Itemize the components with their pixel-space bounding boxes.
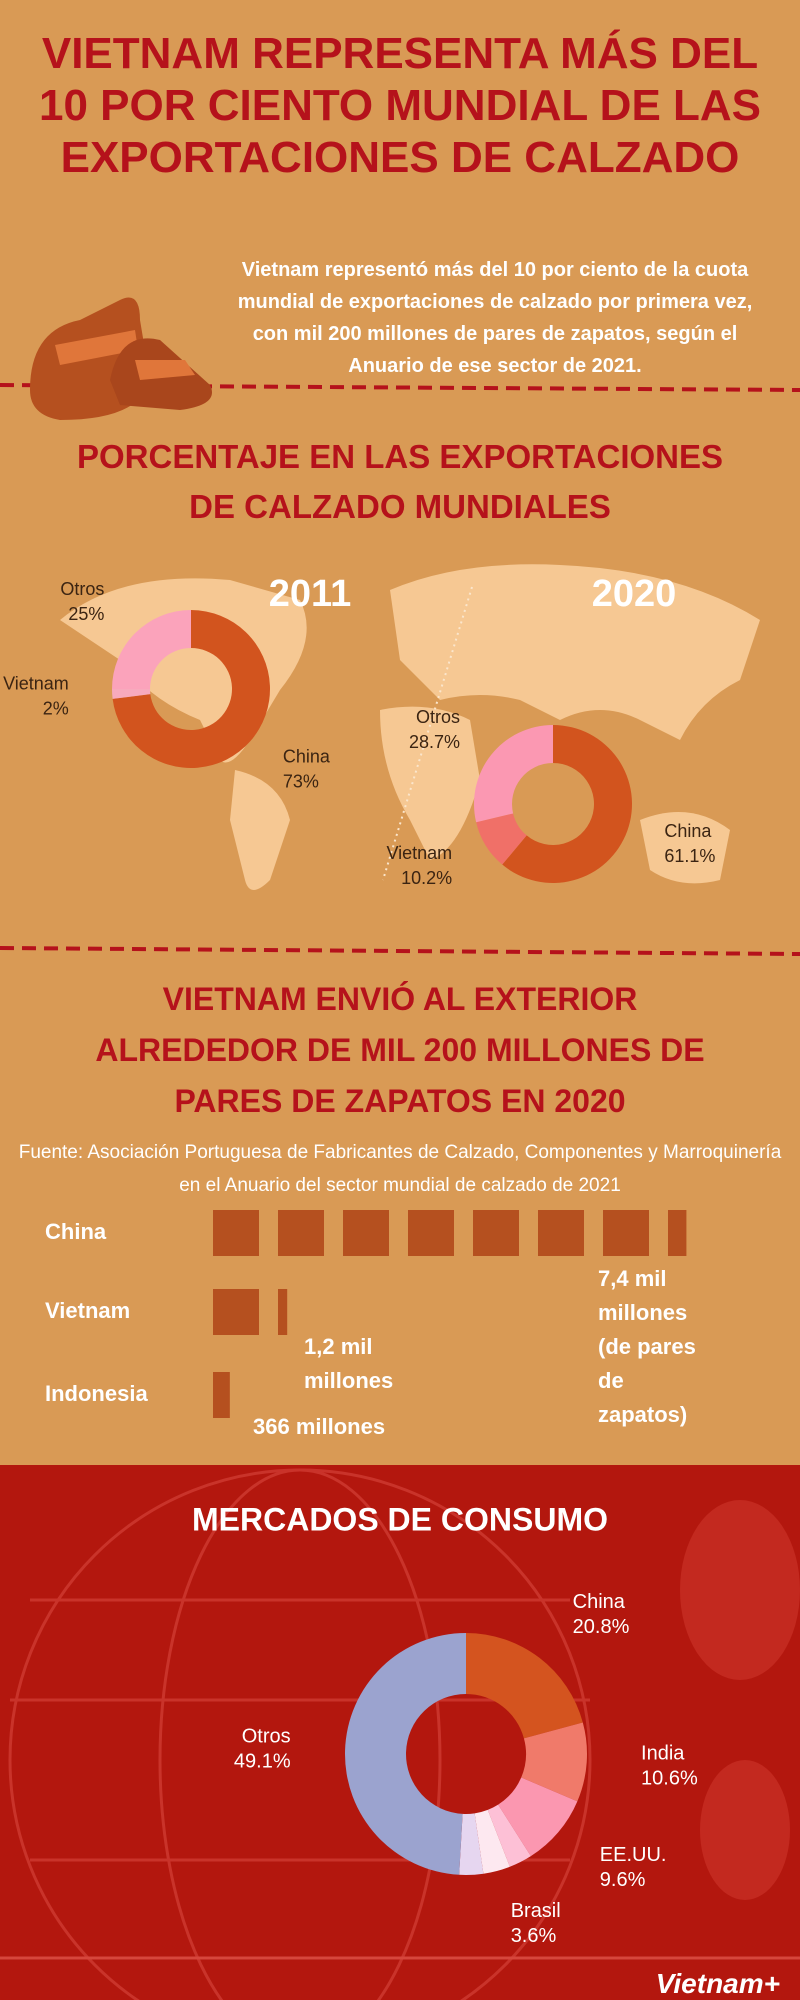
donut-slice — [459, 1813, 484, 1875]
unit-block — [213, 1210, 259, 1256]
unit-block — [668, 1210, 687, 1256]
slice-label: India — [641, 1742, 685, 1764]
unit-block — [603, 1210, 649, 1256]
unit-block — [278, 1289, 288, 1335]
pictograph-row — [213, 1372, 230, 1418]
unit-block — [213, 1289, 259, 1335]
slice-value: 2% — [43, 698, 69, 718]
slice-value: 25% — [68, 604, 104, 624]
category-label: China — [45, 1219, 107, 1244]
donut-slice — [344, 1633, 466, 1875]
unit-block — [538, 1210, 584, 1256]
donut-slice — [112, 689, 151, 699]
title: VIETNAM REPRESENTA MÁS DEL 10 POR CIENTO… — [38, 29, 762, 182]
slice-label: China — [283, 747, 331, 767]
globe-decoration — [8, 1468, 592, 2000]
footprint-decoration — [680, 1500, 800, 1900]
slice-label: EE.UU. — [600, 1844, 667, 1866]
chart-title: MERCADOS DE CONSUMO — [192, 1501, 608, 1537]
slice-label: China — [573, 1591, 626, 1613]
slice-label: Otros — [416, 707, 460, 727]
section-title: PORCENTAJE EN LAS EXPORTACIONES DE CALZA… — [76, 438, 724, 525]
brand: Vietnam+ — [655, 1968, 780, 1999]
shoe-illustration — [30, 297, 212, 420]
slice-label: Brasil — [511, 1900, 561, 1922]
donut-slice — [112, 610, 191, 689]
slice-value: 10.2% — [401, 868, 452, 888]
slice-label: Otros — [60, 579, 104, 599]
donut-slice — [476, 813, 527, 865]
unit-block — [213, 1372, 230, 1418]
donut-slice — [474, 1809, 510, 1874]
chart-title: 2020 — [592, 573, 677, 615]
donut-slice — [487, 1804, 531, 1867]
unit-block — [278, 1210, 324, 1256]
unit-block — [408, 1210, 454, 1256]
donut-slice — [521, 1722, 587, 1802]
slice-label: Otros — [242, 1725, 291, 1747]
category-label: Vietnam — [45, 1298, 130, 1323]
slice-label: Vietnam — [386, 843, 452, 863]
slice-value: 3.6% — [511, 1925, 557, 1947]
slice-label: Vietnam — [3, 673, 69, 693]
slice-value: 28.7% — [409, 732, 460, 752]
value-label: 366 millones — [253, 1414, 386, 1439]
donut-slice — [498, 1777, 578, 1857]
value-label: 7,4 mil millones (de pares de zapatos) — [598, 1266, 696, 1427]
slice-value: 9.6% — [600, 1869, 646, 1891]
slice-label: China — [664, 821, 712, 841]
chart-title: VIETNAM ENVIÓ AL EXTERIOR ALREDEDOR DE M… — [95, 981, 705, 1119]
donut-slice — [112, 610, 270, 768]
intro: Vietnam representó más del 10 por ciento… — [237, 259, 753, 377]
donut-slice — [466, 1633, 583, 1739]
donut-slice — [474, 725, 553, 823]
value-label: 1,2 mil millones — [304, 1334, 394, 1393]
slice-value: 49.1% — [234, 1750, 291, 1772]
chart-title: 2011 — [269, 573, 351, 615]
slice-value: 73% — [283, 772, 319, 792]
slice-value: 10.6% — [641, 1767, 698, 1789]
unit-block — [473, 1210, 519, 1256]
chart-subtitle: Fuente: Asociación Portuguesa de Fabrica… — [18, 1142, 782, 1196]
slice-value: 20.8% — [573, 1616, 630, 1638]
divider — [0, 946, 800, 956]
pictograph-row — [213, 1289, 288, 1335]
donut-slice — [502, 725, 632, 883]
unit-block — [343, 1210, 389, 1256]
pictograph-row — [213, 1210, 687, 1256]
category-label: Indonesia — [45, 1381, 148, 1406]
slice-value: 61.1% — [664, 846, 715, 866]
